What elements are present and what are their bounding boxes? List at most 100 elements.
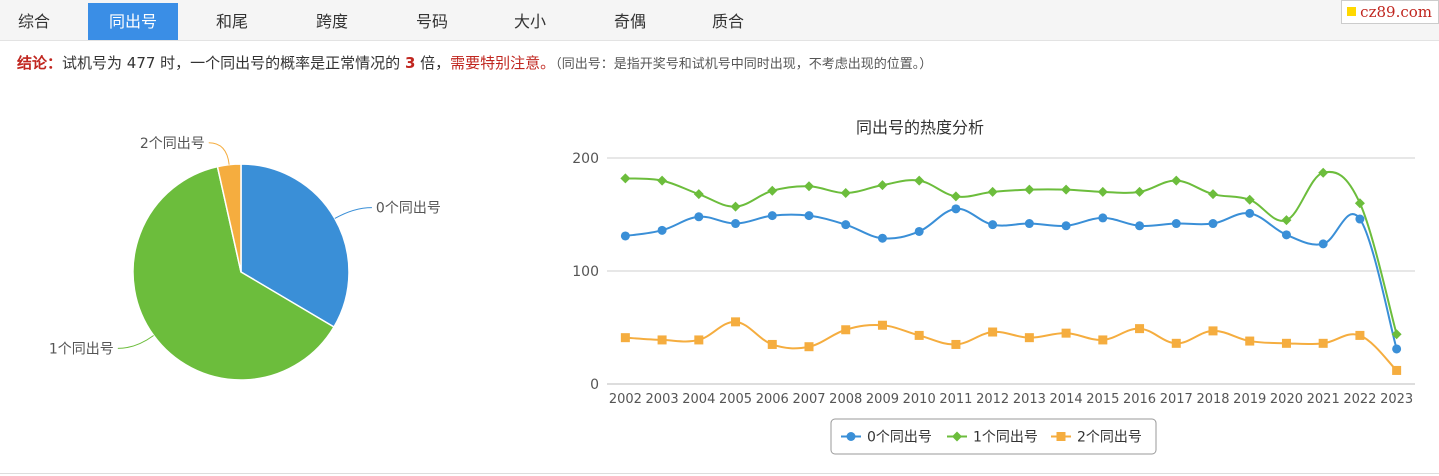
data-point-0-20 [1355, 214, 1365, 224]
tab-overview[interactable]: 综合 [17, 12, 50, 31]
data-point-0-16 [1208, 219, 1218, 229]
data-point-0-3 [731, 219, 741, 229]
data-point-1-11 [1024, 184, 1035, 195]
data-point-0-11 [1024, 219, 1034, 229]
data-point-2-5 [804, 342, 814, 352]
legend-label-0: 0个同出号 [867, 430, 932, 446]
conclusion-line: 结论：试机号为 477 时，一个同出号的概率是正常情况的 3 倍，需要特别注意。… [17, 52, 932, 73]
tab-same-number[interactable]: 同出号 [88, 3, 178, 40]
data-point-0-8 [914, 226, 924, 236]
data-point-0-6 [841, 220, 851, 230]
x-tick-label-19: 2021 [1307, 392, 1340, 407]
legend-label-2: 2个同出号 [1077, 430, 1142, 446]
data-point-0-19 [1318, 239, 1328, 249]
data-point-2-18 [1281, 338, 1291, 348]
legend-marker-1 [952, 431, 962, 442]
data-point-1-8 [914, 175, 925, 186]
pie-connector-2 [208, 142, 230, 165]
data-point-0-18 [1281, 230, 1291, 240]
data-point-0-9 [951, 204, 961, 214]
series-line-1 [625, 170, 1398, 335]
data-point-0-15 [1171, 219, 1181, 229]
x-tick-label-6: 2008 [829, 392, 862, 407]
x-tick-label-4: 2006 [756, 392, 789, 407]
data-point-1-3 [730, 201, 741, 212]
data-point-2-20 [1355, 330, 1365, 340]
data-point-0-1 [657, 225, 667, 235]
data-point-1-1 [657, 175, 668, 186]
site-logo[interactable]: cz89.com [1341, 0, 1439, 24]
tab-sum-tail[interactable]: 和尾 [215, 12, 248, 31]
x-tick-label-18: 2020 [1270, 392, 1303, 407]
x-tick-label-5: 2007 [792, 392, 825, 407]
conclusion-note: （同出号：是指开奖号和试机号中同时出现，不考虑出现的位置。） [555, 57, 933, 72]
logo-text: cz89.com [1360, 3, 1432, 21]
data-point-2-21 [1392, 365, 1402, 375]
x-tick-label-16: 2018 [1196, 392, 1229, 407]
tab-prime-composite[interactable]: 质合 [711, 12, 744, 31]
pie-chart: 0个同出号 1个同出号 2个同出号 [49, 136, 441, 381]
data-point-2-3 [731, 317, 741, 327]
legend-marker-2 [1056, 432, 1066, 441]
data-point-1-4 [767, 185, 778, 196]
data-point-0-12 [1061, 221, 1071, 231]
x-tick-label-14: 2016 [1123, 392, 1156, 407]
legend-label-1: 1个同出号 [973, 430, 1038, 446]
pie-label-0: 0个同出号 [376, 201, 441, 217]
data-point-1-14 [1134, 186, 1145, 197]
pie-connector-1 [117, 335, 154, 349]
data-point-1-16 [1208, 189, 1218, 200]
data-point-2-13 [1098, 335, 1108, 345]
data-point-1-0 [620, 173, 631, 184]
conclusion-warning: 需要特别注意。 [450, 54, 556, 72]
data-point-1-9 [950, 191, 961, 202]
y-tick-label-1: 100 [572, 264, 599, 280]
x-tick-label-13: 2015 [1086, 392, 1119, 407]
data-point-2-17 [1245, 336, 1255, 346]
series-0 [620, 204, 1402, 354]
data-point-2-12 [1061, 328, 1071, 338]
data-point-1-15 [1171, 175, 1182, 186]
data-point-1-17 [1244, 194, 1255, 205]
x-tick-label-20: 2022 [1343, 392, 1376, 407]
data-point-0-2 [694, 212, 704, 222]
data-point-2-8 [914, 330, 924, 340]
legend-marker-0 [846, 432, 856, 441]
series-2 [620, 317, 1402, 375]
data-point-1-18 [1281, 215, 1292, 226]
data-point-2-19 [1318, 338, 1328, 348]
data-point-1-10 [987, 186, 998, 197]
x-tick-label-2: 2004 [682, 392, 715, 407]
conclusion-label: 结论： [17, 54, 63, 72]
x-tick-label-0: 2002 [609, 392, 642, 407]
data-point-0-5 [804, 211, 814, 221]
data-point-2-14 [1135, 324, 1145, 334]
data-point-1-5 [804, 181, 814, 192]
series-line-0 [625, 207, 1398, 350]
pie-label-2: 2个同出号 [140, 136, 205, 152]
pie-label-1: 1个同出号 [49, 341, 114, 357]
data-point-1-12 [1061, 184, 1072, 195]
series-line-2 [625, 320, 1398, 372]
x-tick-label-7: 2009 [866, 392, 899, 407]
y-tick-label-0: 0 [590, 377, 599, 393]
x-tick-label-9: 2011 [939, 392, 972, 407]
data-point-2-4 [767, 339, 777, 349]
tab-span[interactable]: 跨度 [315, 12, 348, 31]
data-point-1-20 [1354, 198, 1365, 209]
legend-box [830, 418, 1157, 455]
tab-size[interactable]: 大小 [513, 12, 546, 31]
conclusion-text: 试机号为 477 时，一个同出号的概率是正常情况的 [62, 54, 405, 72]
series-1 [620, 167, 1402, 340]
x-tick-label-12: 2014 [1050, 392, 1083, 407]
data-point-0-10 [988, 220, 998, 230]
conclusion-multiple: 3 [404, 54, 416, 72]
data-point-1-6 [840, 188, 851, 199]
data-point-2-9 [951, 339, 961, 349]
pie-slice-2 [216, 163, 242, 273]
tab-number[interactable]: 号码 [415, 12, 448, 31]
x-tick-label-8: 2010 [903, 392, 936, 407]
x-tick-label-21: 2023 [1380, 392, 1413, 407]
tab-odd-even[interactable]: 奇偶 [613, 12, 646, 31]
data-point-1-2 [693, 189, 704, 200]
